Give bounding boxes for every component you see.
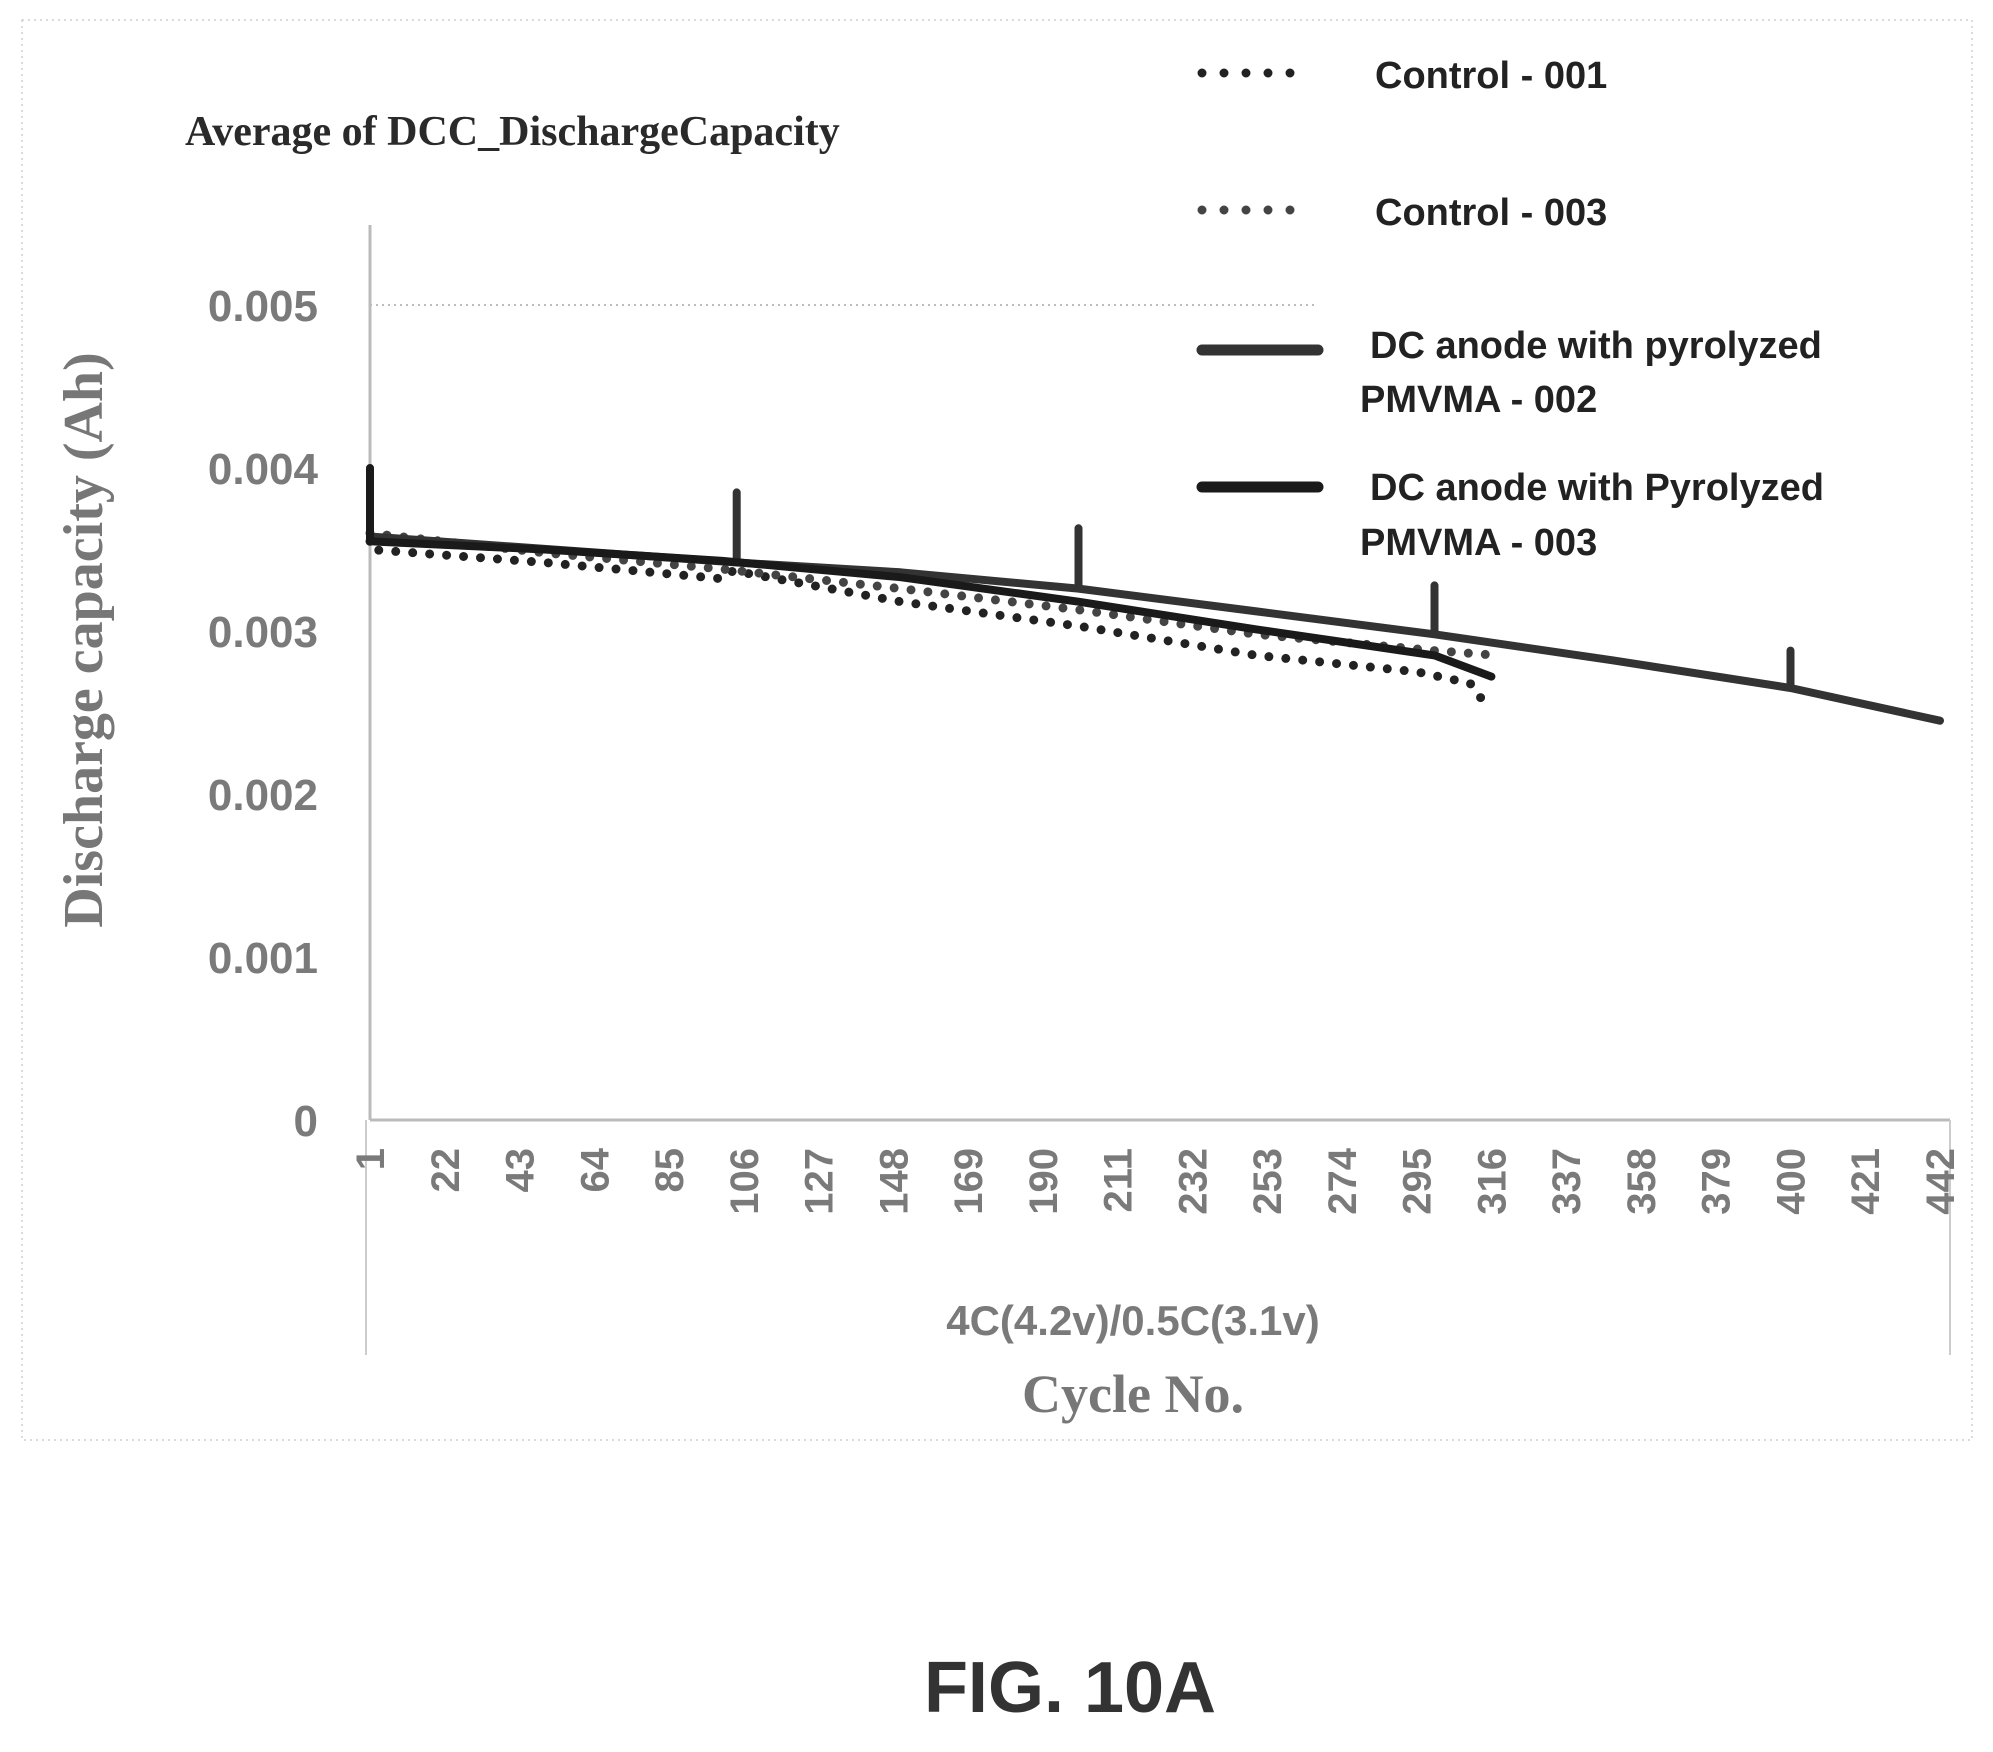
x-tick-label: 43 [499,1148,543,1193]
x-tick-label: 400 [1769,1148,1813,1215]
chart-frame [21,19,1973,1441]
y-tick-label: 0.003 [208,608,318,657]
figure-label: FIG. 10A [924,1648,1216,1728]
legend-label-3: DC anode with pyrolyzed PMVMA - 002 [1360,325,1822,421]
series-line-3 [366,488,1944,725]
x-tick-label: 169 [947,1148,991,1215]
axes-layer [365,225,1951,1355]
series-line-4 [366,464,1496,681]
chart-title: Average of DCC_DischargeCapacity [185,109,840,155]
legend-label-2: Control - 003 [1375,192,1607,234]
x-tick-label: 358 [1620,1148,1664,1215]
y-tick-label: 0.004 [208,445,319,494]
x-tick-label: 127 [798,1148,842,1215]
series-layer [365,464,1944,725]
x-tick-labels: 1 22 43 64 85 106 127 148 169 190 211 232 253 274 295 3… [349,1147,1963,1214]
x-tick-label: 274 [1321,1147,1365,1214]
y-tick-label: 0.005 [208,282,318,331]
x-tick-label: 64 [573,1147,617,1192]
x-tick-label: 379 [1695,1148,1739,1215]
x-tick-label: 85 [648,1148,692,1193]
x-axis-subtitle: 4C(4.2v)/0.5C(3.1v) [946,1297,1320,1344]
x-tick-label: 316 [1470,1148,1514,1215]
x-axis-label: Cycle No. [1022,1364,1244,1424]
x-tick-label: 148 [872,1148,916,1215]
series-line-1 [365,536,1489,708]
y-tick-label: 0.002 [208,771,318,820]
x-tick-label: 232 [1171,1148,1215,1215]
x-tick-label: 295 [1396,1148,1440,1215]
x-tick-label: 190 [1022,1148,1066,1215]
x-tick-label: 1 [349,1148,393,1170]
x-tick-label: 421 [1844,1148,1888,1215]
x-tick-label: 253 [1246,1148,1290,1215]
y-tick-labels: 0 0.001 0.002 0.003 0.004 0.005 [208,282,319,1146]
x-tick-label: 337 [1545,1148,1589,1215]
y-tick-label: 0.001 [208,934,318,983]
x-tick-label: 22 [424,1148,468,1193]
y-axis-label: Discharge capacity (Ah) [53,352,115,927]
x-tick-label: 211 [1097,1148,1141,1213]
x-tick-label: 106 [723,1148,767,1215]
legend-label-1: Control - 001 [1375,55,1607,97]
legend: Control - 001 Control - 003 DC anode with … [1196,55,1824,564]
legend-label-4: DC anode with Pyrolyzed PMVMA - 003 [1360,467,1824,564]
x-tick-label: 442 [1919,1148,1963,1215]
y-tick-label: 0 [294,1097,318,1146]
